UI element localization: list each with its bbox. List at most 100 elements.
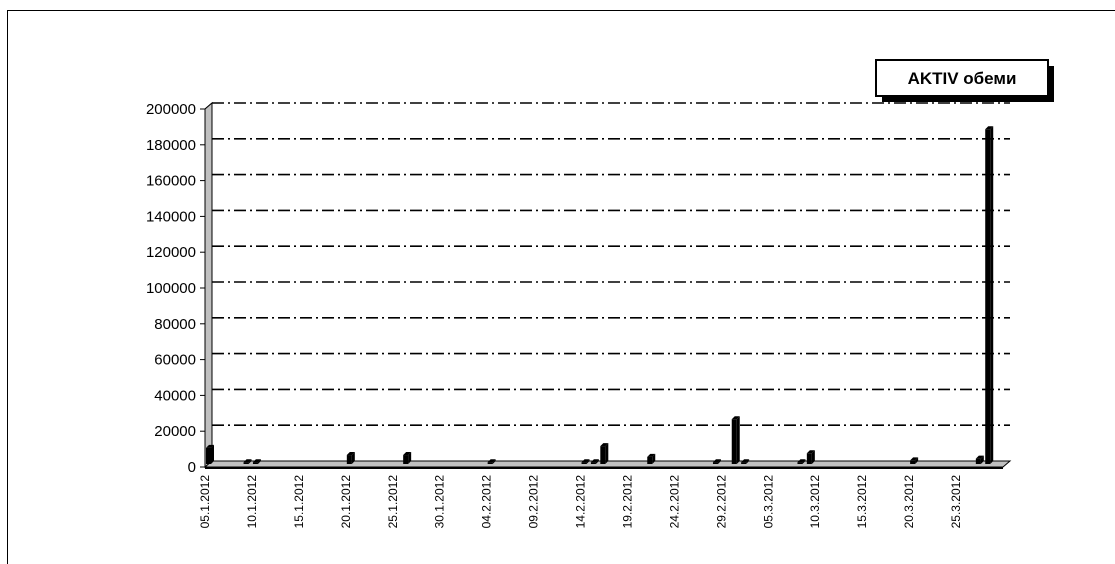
bar-side [746, 459, 750, 464]
axes-layer [203, 101, 1012, 469]
bar [712, 459, 721, 464]
bar [985, 126, 994, 465]
x-tick-label: 20.3.2012 [902, 475, 916, 529]
bar-top [985, 126, 994, 130]
bar-front [647, 456, 653, 464]
bar-front [487, 462, 493, 464]
bar-front [600, 446, 606, 464]
bar-top [590, 459, 599, 463]
x-tick-label: 10.3.2012 [808, 475, 822, 529]
x-tick-label: 25.3.2012 [949, 475, 963, 529]
bar-top [346, 452, 355, 456]
x-tick-label: 04.2.2012 [480, 475, 494, 529]
y-tick-label: 0 [188, 459, 196, 476]
legend: AKTIV обеми [875, 59, 1054, 102]
bar-side [717, 459, 721, 464]
bar-front [910, 460, 916, 464]
bar-top [910, 457, 919, 461]
x-tick-label: 09.2.2012 [527, 475, 541, 529]
bar-top [487, 459, 496, 463]
x-tick-label: 05.1.2012 [198, 475, 212, 529]
y-tick-label: 20000 [154, 423, 196, 440]
bar-top [206, 444, 214, 448]
bar [806, 450, 815, 464]
y-tick-label: 100000 [146, 280, 196, 297]
bar [731, 416, 740, 464]
y-tick-label: 200000 [146, 101, 196, 118]
bar [590, 459, 599, 464]
x-tick-label: 20.1.2012 [339, 475, 353, 529]
bar-front [206, 447, 211, 464]
bar-front [741, 462, 747, 464]
bar-front [731, 419, 737, 464]
bar [910, 457, 919, 464]
bar-side [211, 444, 214, 464]
bar-front [243, 462, 249, 464]
bar-side [492, 459, 496, 464]
bar-front [975, 458, 981, 464]
bar [647, 453, 656, 464]
bar-front [590, 462, 596, 464]
floor [203, 460, 1012, 468]
bar-front [712, 462, 718, 464]
bar-top [797, 459, 806, 463]
bar [206, 444, 214, 464]
bar-top [741, 459, 750, 463]
bar-side [408, 452, 412, 464]
bar-top [647, 453, 656, 457]
bar [243, 459, 252, 464]
grid-layer [204, 102, 1010, 432]
chart-frame [7, 10, 1115, 564]
bar-side [605, 443, 609, 464]
bar-side [802, 459, 806, 464]
bar-top [806, 450, 815, 454]
bar-front [797, 462, 803, 464]
bars-layer [206, 126, 994, 465]
bar-top [243, 459, 252, 463]
bar-top [731, 416, 740, 420]
bar [487, 459, 496, 464]
bar-side [990, 126, 994, 465]
x-tick-label: 15.3.2012 [855, 475, 869, 529]
x-tick-label: 10.1.2012 [245, 475, 259, 529]
y-tick-label: 40000 [154, 387, 196, 404]
bar-side [736, 416, 740, 464]
bar [403, 452, 412, 464]
x-tick-label: 15.1.2012 [292, 475, 306, 529]
x-tick-label: 29.2.2012 [714, 475, 728, 529]
x-tick-label: 05.3.2012 [761, 475, 775, 529]
bar-front [346, 455, 352, 464]
x-tick-label: 24.2.2012 [667, 475, 681, 529]
bar-top [712, 459, 721, 463]
bar-side [257, 459, 261, 464]
bar-front [806, 453, 812, 464]
y-tick-label: 140000 [146, 208, 196, 225]
ticks-layer: 0 20000 40000 60000 80000 100000 120000 140000 1… [146, 101, 963, 528]
bar-top [252, 459, 261, 463]
bar-side [915, 457, 919, 464]
bar [975, 455, 984, 464]
bar [252, 459, 261, 464]
bar-top [403, 452, 412, 456]
y-tick-label: 160000 [146, 173, 196, 190]
bar [741, 459, 750, 464]
bar-top [581, 459, 590, 463]
bar-front [581, 462, 587, 464]
y-tick-label: 80000 [154, 316, 196, 333]
bar-side [980, 455, 984, 464]
x-tick-label: 30.1.2012 [433, 475, 447, 529]
x-tick-label: 19.2.2012 [620, 475, 634, 529]
bar [581, 459, 590, 464]
x-tick-label: 25.1.2012 [386, 475, 400, 529]
y-tick-label: 60000 [154, 352, 196, 369]
bar-side [811, 450, 815, 464]
bar [346, 452, 355, 464]
bar-front [403, 455, 409, 464]
bar [797, 459, 806, 464]
bar-top [975, 455, 984, 459]
bar-side [652, 453, 656, 464]
bar-side [586, 459, 590, 464]
bar-side [595, 459, 599, 464]
bar-front [252, 462, 258, 464]
